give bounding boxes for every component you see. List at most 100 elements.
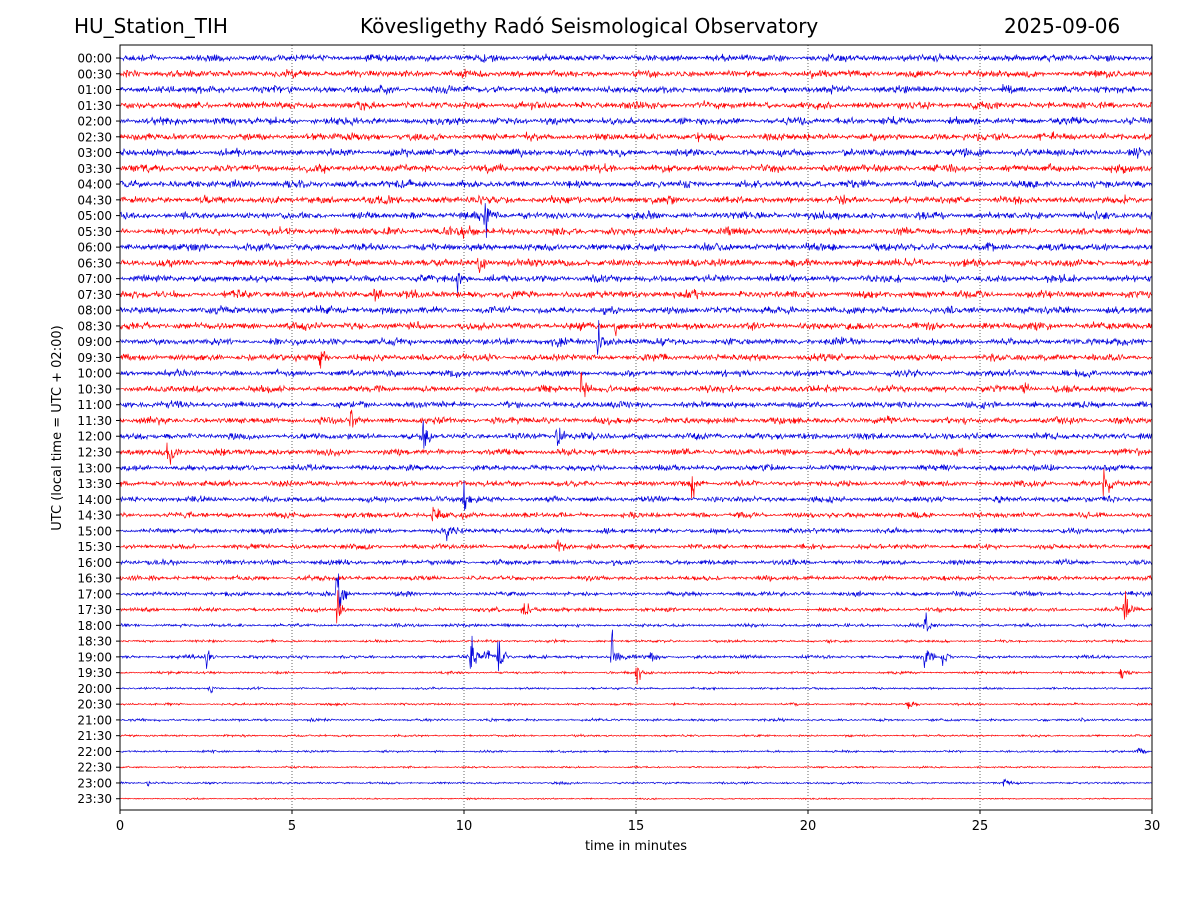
- y-tick-label: 11:00: [77, 398, 112, 412]
- y-tick-label: 07:30: [77, 288, 112, 302]
- y-tick-label: 20:00: [77, 682, 112, 696]
- x-axis-label: time in minutes: [585, 839, 687, 854]
- trace-1600: [119, 557, 1153, 567]
- y-tick-label: 04:00: [77, 178, 112, 192]
- y-tick-label: 08:00: [77, 304, 112, 318]
- trace-1030: [119, 371, 1153, 398]
- trace-0300: [119, 147, 1153, 159]
- y-tick-label: 16:00: [77, 556, 112, 570]
- y-tick-label: 17:00: [77, 587, 112, 601]
- trace-1930: [119, 667, 1153, 685]
- y-tick-label: 12:30: [77, 446, 112, 460]
- x-tick-label: 5: [288, 819, 296, 834]
- trace-0200: [119, 115, 1153, 127]
- y-tick-label: 09:00: [77, 335, 112, 349]
- y-tick-label: 03:00: [77, 146, 112, 160]
- trace-0900: [119, 320, 1153, 355]
- trace-2330: [119, 796, 1153, 801]
- y-axis-label: UTC (local time = UTC + 02:00): [50, 325, 65, 530]
- y-tick-label: 19:00: [77, 650, 112, 664]
- trace-0000: [119, 53, 1153, 63]
- y-tick-label: 06:30: [77, 256, 112, 270]
- y-tick-label: 01:30: [77, 99, 112, 113]
- trace-0430: [119, 194, 1153, 206]
- y-tick-label: 14:00: [77, 493, 112, 507]
- x-tick-label: 30: [1144, 819, 1161, 834]
- y-tick-label: 23:00: [77, 776, 112, 790]
- y-tick-label: 14:30: [77, 509, 112, 523]
- observatory-title: Kövesligethy Radó Seismological Observat…: [360, 14, 819, 38]
- trace-1500: [119, 526, 1153, 542]
- trace-1430: [119, 506, 1153, 522]
- trace-1530: [119, 539, 1153, 552]
- y-tick-label: 22:30: [77, 761, 112, 775]
- y-tick-label: 15:30: [77, 540, 112, 554]
- y-tick-label: 19:30: [77, 666, 112, 680]
- trace-1900: [119, 629, 1153, 672]
- y-tick-label: 13:30: [77, 477, 112, 491]
- trace-2000: [119, 685, 1153, 694]
- y-tick-label: 00:00: [77, 52, 112, 66]
- y-tick-label: 08:30: [77, 319, 112, 333]
- trace-1100: [119, 400, 1153, 410]
- trace-0100: [119, 83, 1153, 96]
- y-tick-label: 00:30: [77, 67, 112, 81]
- trace-1130: [119, 409, 1153, 428]
- x-tick-label: 20: [800, 819, 817, 834]
- y-tick-label: 15:00: [77, 524, 112, 538]
- trace-1330: [119, 468, 1153, 499]
- y-tick-label: 13:00: [77, 461, 112, 475]
- trace-1730: [119, 590, 1153, 624]
- y-tick-label: 07:00: [77, 272, 112, 286]
- trace-0830: [119, 321, 1153, 337]
- trace-1830: [119, 638, 1153, 645]
- trace-0700: [119, 272, 1153, 294]
- trace-2130: [119, 733, 1153, 739]
- trace-1700: [119, 573, 1153, 608]
- plot-area: [120, 45, 1152, 810]
- y-tick-label: 20:30: [77, 698, 112, 712]
- station-name: HU_Station_TIH: [74, 14, 228, 38]
- trace-0530: [119, 225, 1153, 239]
- y-tick-label: 21:00: [77, 713, 112, 727]
- trace-0800: [119, 305, 1153, 316]
- date-label: 2025-09-06: [1004, 14, 1121, 38]
- y-tick-label: 18:00: [77, 619, 112, 633]
- y-tick-label: 09:30: [77, 351, 112, 365]
- y-tick-label: 10:00: [77, 367, 112, 381]
- trace-2300: [119, 778, 1153, 787]
- trace-0400: [119, 179, 1153, 189]
- trace-0630: [119, 257, 1153, 273]
- x-tick-label: 0: [116, 819, 124, 834]
- trace-0930: [119, 351, 1153, 369]
- trace-1400: [119, 480, 1153, 511]
- y-tick-label: 12:00: [77, 430, 112, 444]
- trace-1230: [119, 442, 1153, 465]
- y-tick-label: 05:30: [77, 225, 112, 239]
- trace-1300: [119, 463, 1153, 472]
- y-tick-label: 10:30: [77, 382, 112, 396]
- y-tick-label: 04:30: [77, 193, 112, 207]
- y-tick-label: 02:00: [77, 115, 112, 129]
- trace-0330: [119, 162, 1153, 175]
- y-tick-label: 03:30: [77, 162, 112, 176]
- trace-2230: [119, 765, 1153, 770]
- y-tick-label: 02:30: [77, 130, 112, 144]
- trace-2030: [119, 701, 1153, 710]
- y-tick-label: 18:30: [77, 635, 112, 649]
- y-tick-label: 05:00: [77, 209, 112, 223]
- trace-0230: [119, 131, 1153, 143]
- trace-1200: [119, 420, 1153, 449]
- y-tick-label: 11:30: [77, 414, 112, 428]
- seismogram-traces: [119, 53, 1153, 801]
- x-tick-label: 10: [456, 819, 473, 834]
- trace-1630: [119, 574, 1153, 583]
- x-axis: 0 5 10 15 20 25 30: [116, 810, 1160, 834]
- y-tick-label: 17:30: [77, 603, 112, 617]
- trace-0600: [119, 242, 1153, 252]
- trace-0500: [119, 203, 1153, 238]
- y-tick-label: 21:30: [77, 729, 112, 743]
- y-tick-label: 01:00: [77, 83, 112, 97]
